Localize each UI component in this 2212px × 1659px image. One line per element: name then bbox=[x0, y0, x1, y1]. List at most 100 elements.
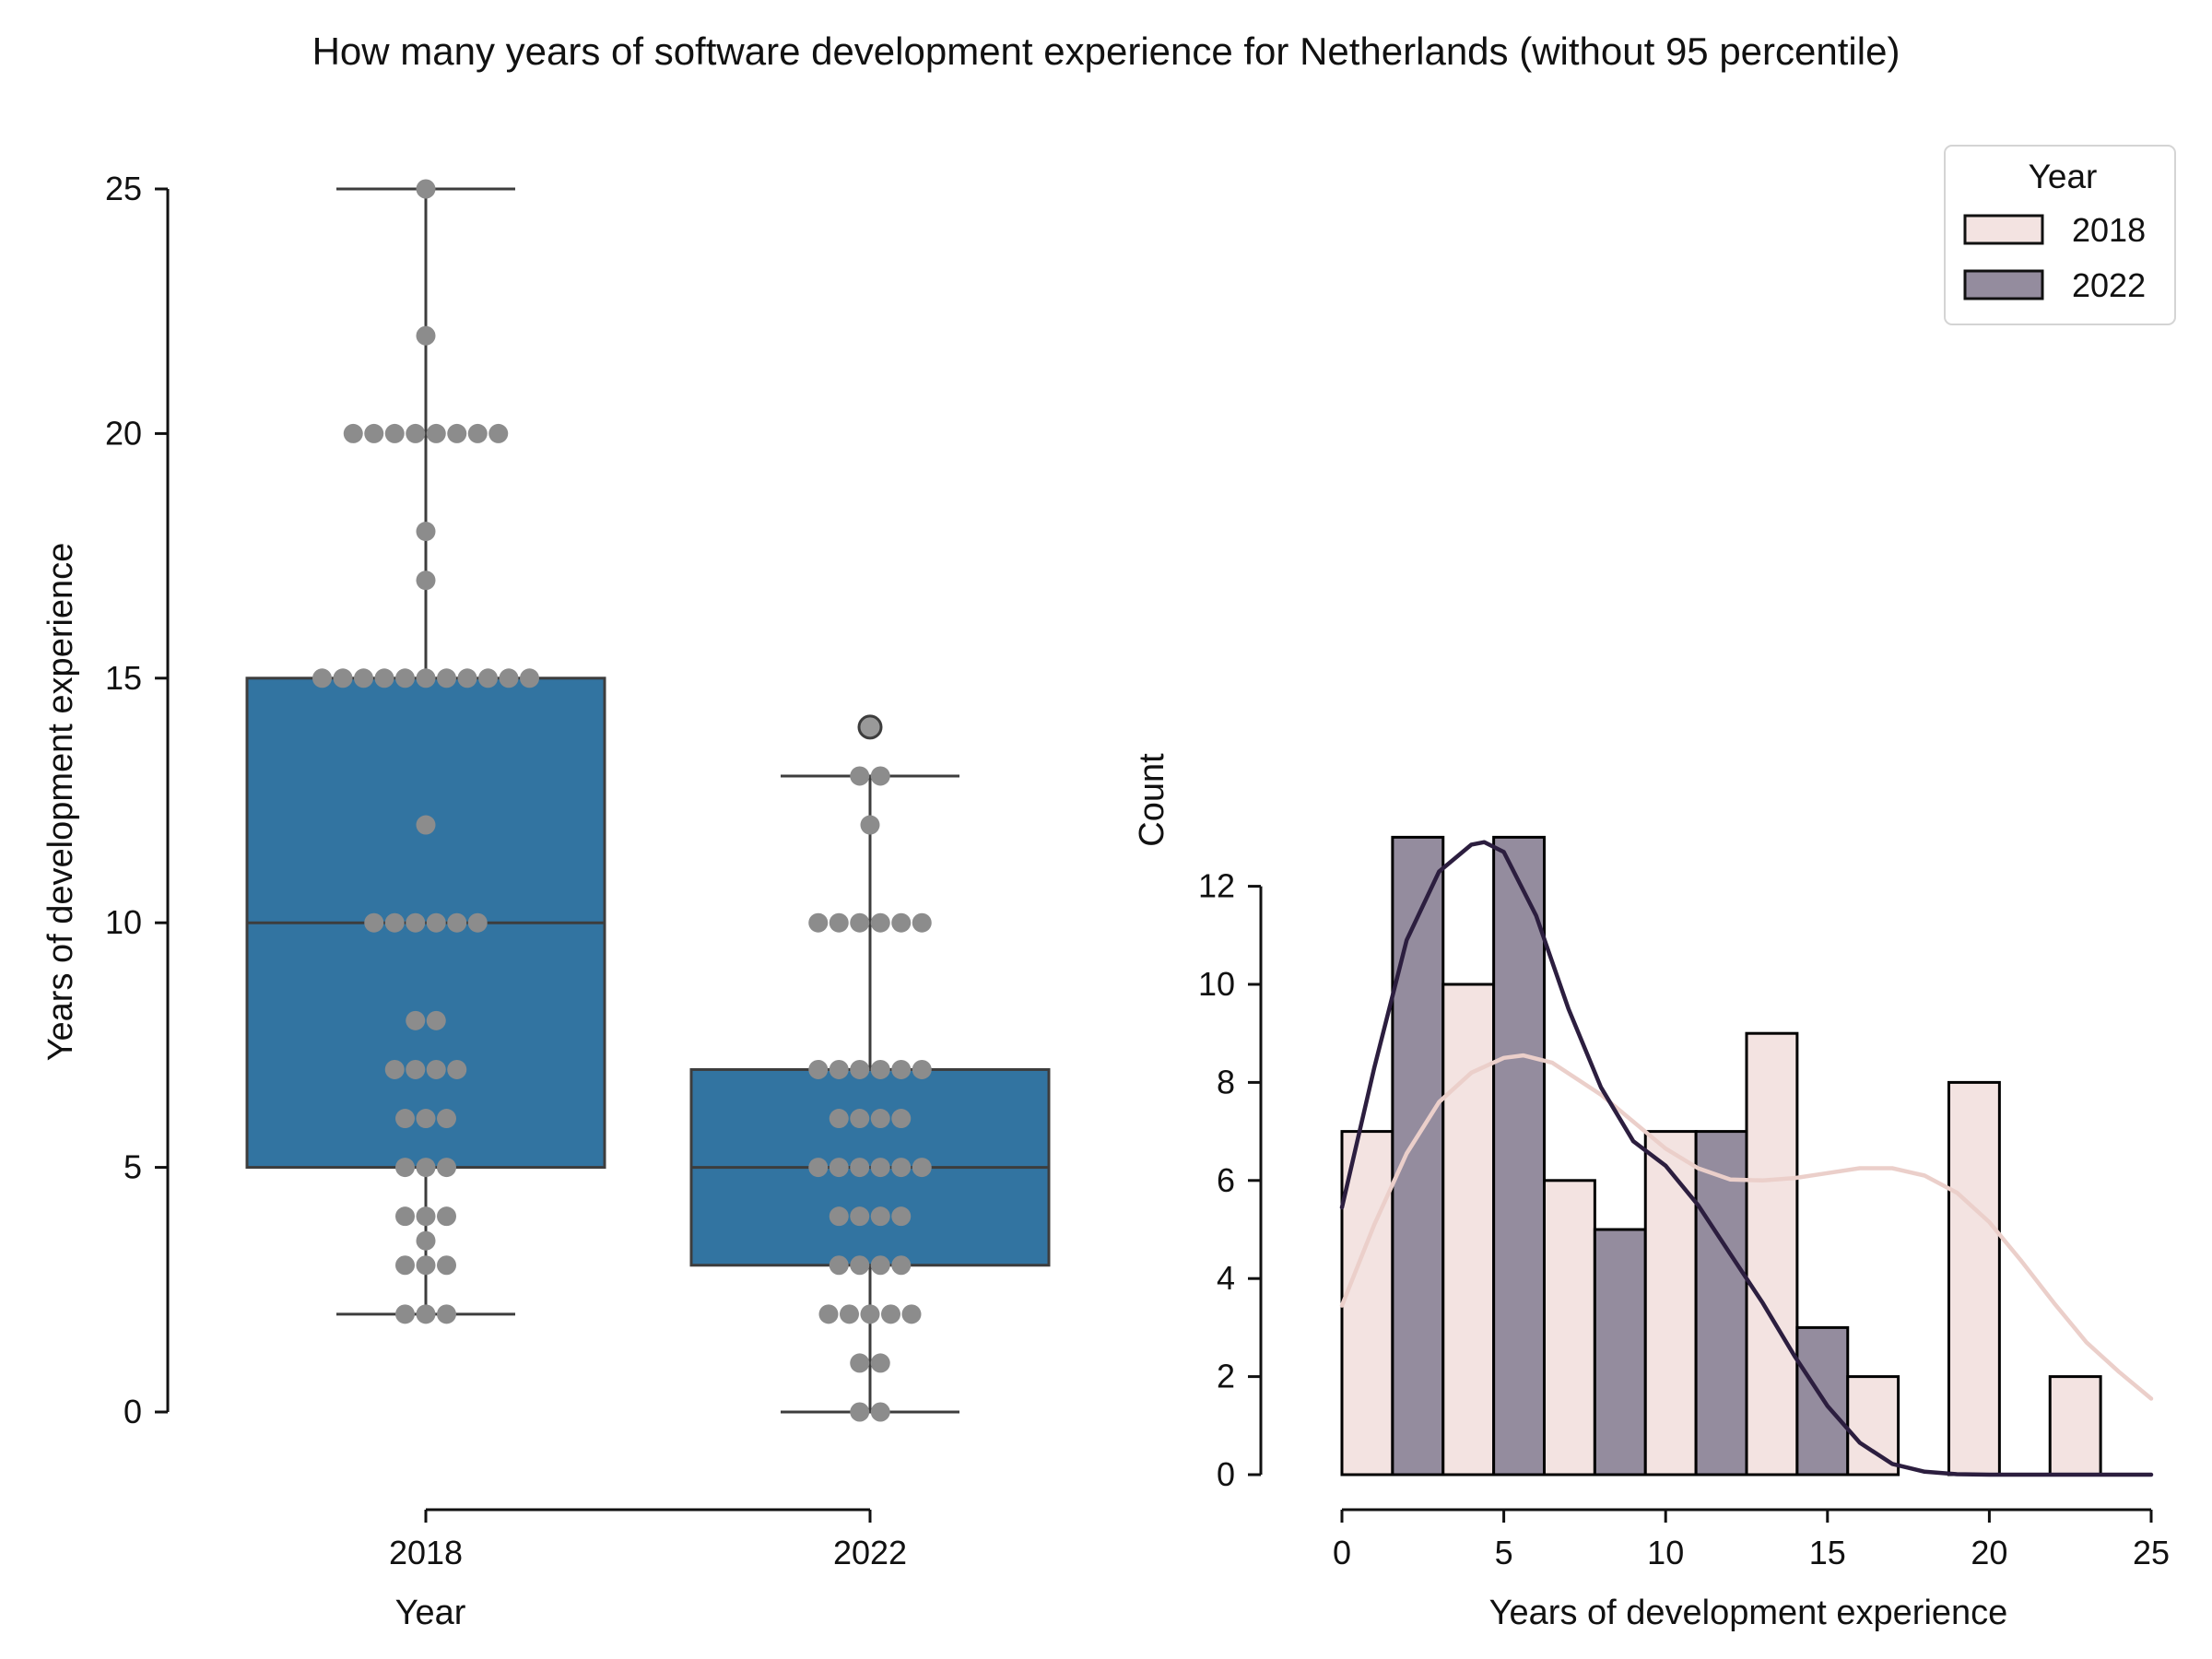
boxplot-y-tick-label: 15 bbox=[105, 659, 142, 697]
swarm-point-2018 bbox=[395, 1109, 415, 1129]
boxplot-x-tick-label: 2018 bbox=[389, 1534, 463, 1571]
histogram-legend: Year 2018 2022 bbox=[1944, 145, 2176, 325]
swarm-point-2022 bbox=[850, 1206, 870, 1227]
swarm-point-2018 bbox=[416, 325, 436, 346]
swarm-point-2018 bbox=[395, 1304, 415, 1324]
swarm-point-2018 bbox=[395, 1206, 415, 1227]
hist-bar-2018 bbox=[1846, 1375, 1900, 1477]
swarm-point-2018 bbox=[364, 912, 384, 933]
histogram-y-tick-label: 8 bbox=[1217, 1063, 1235, 1100]
histogram-y-tick-label: 6 bbox=[1217, 1161, 1235, 1199]
boxplot-x-axis: 2018 2022 bbox=[389, 1508, 907, 1571]
swarm-point-2018 bbox=[426, 1010, 446, 1030]
swarm-point-2022 bbox=[808, 912, 829, 933]
swarm-point-2018 bbox=[406, 423, 426, 443]
kde-line-2018 bbox=[1339, 1053, 2154, 1401]
hist-bar-2018 bbox=[1643, 1130, 1698, 1477]
histogram-y-tick-label: 4 bbox=[1217, 1259, 1235, 1297]
swarm-point-2022 bbox=[870, 1206, 890, 1227]
swarm-point-2022 bbox=[808, 1158, 829, 1178]
swarm-point-2022 bbox=[912, 912, 932, 933]
swarm-point-2018 bbox=[406, 1059, 426, 1079]
swarm-point-2022 bbox=[870, 1158, 890, 1178]
boxplot-boxes bbox=[245, 187, 1051, 1414]
kde-line-2022 bbox=[1339, 840, 2154, 1477]
histogram-y-label: Count bbox=[1133, 753, 1171, 847]
swarm-point-2018 bbox=[478, 668, 498, 688]
boxplot-y-label: Years of development experience bbox=[41, 543, 80, 1062]
boxplot-y-tick-label: 10 bbox=[105, 903, 142, 941]
hist-bar-2018 bbox=[1543, 1179, 1596, 1477]
swarm-point-2022 bbox=[891, 912, 912, 933]
swarm-point-2018 bbox=[426, 1059, 446, 1079]
swarm-point-2018 bbox=[354, 668, 373, 688]
histogram-y-tick-label: 2 bbox=[1217, 1358, 1235, 1395]
figure-title: How many years of software development e… bbox=[312, 29, 1900, 73]
swarm-point-2022 bbox=[870, 1255, 890, 1276]
swarm-point-2018 bbox=[447, 1059, 467, 1079]
histogram-bars bbox=[1340, 835, 2102, 1477]
swarm-point-2018 bbox=[426, 423, 446, 443]
hist-bar-2018 bbox=[1745, 1031, 1799, 1477]
swarm-point-2018 bbox=[467, 423, 488, 443]
swarm-point-2018 bbox=[437, 1109, 456, 1129]
histogram-x-tick-label: 5 bbox=[1495, 1534, 1513, 1571]
swarm-point-2022 bbox=[829, 1206, 849, 1227]
swarm-point-2022 bbox=[870, 912, 890, 933]
swarm-point-2022 bbox=[881, 1304, 900, 1324]
swarm-point-2018 bbox=[416, 522, 436, 542]
swarm-point-2018 bbox=[437, 668, 456, 688]
swarm-point-2018 bbox=[437, 1255, 456, 1276]
swarm-point-2018 bbox=[384, 423, 405, 443]
swarm-point-2022 bbox=[840, 1304, 859, 1324]
swarm-point-2018 bbox=[416, 1206, 436, 1227]
swarm-point-2018 bbox=[447, 423, 467, 443]
swarm-point-2022 bbox=[818, 1304, 839, 1324]
swarm-point-2018 bbox=[395, 668, 415, 688]
swarm-point-2018 bbox=[488, 423, 509, 443]
swarm-point-2022 bbox=[850, 766, 870, 786]
swarm-point-2022 bbox=[850, 1255, 870, 1276]
histogram-panel: 0 2 4 6 8 10 12 0 5 10 15 20 25 Years of developmen… bbox=[1133, 145, 2176, 1632]
hist-bar-2018 bbox=[2048, 1375, 2102, 1477]
swarm-point-2022 bbox=[912, 1158, 932, 1178]
swarm-point-2022 bbox=[901, 1304, 922, 1324]
swarm-point-2018 bbox=[384, 1059, 405, 1079]
histogram-y-tick-label: 10 bbox=[1198, 965, 1235, 1003]
histogram-x-tick-label: 10 bbox=[1647, 1534, 1684, 1571]
legend-label-2018: 2018 bbox=[2072, 211, 2146, 249]
hist-bar-2022 bbox=[1593, 1228, 1647, 1477]
histogram-y-tick-label: 0 bbox=[1217, 1455, 1235, 1493]
swarm-point-2018 bbox=[374, 668, 394, 688]
boxplot-y-tick-label: 5 bbox=[124, 1148, 142, 1186]
swarm-point-2022 bbox=[850, 1158, 870, 1178]
swarm-point-2022 bbox=[891, 1255, 912, 1276]
swarm-point-2022 bbox=[870, 1402, 890, 1422]
swarm-point-2018 bbox=[457, 668, 477, 688]
histogram-x-tick-label: 0 bbox=[1333, 1534, 1351, 1571]
swarm-point-2018 bbox=[416, 1255, 436, 1276]
swarm-point-2022 bbox=[808, 1059, 829, 1079]
swarm-point-2018 bbox=[395, 1255, 415, 1276]
swarm-point-2018 bbox=[416, 668, 436, 688]
boxplot-y-tick-label: 0 bbox=[124, 1393, 142, 1430]
swarm-point-2022 bbox=[860, 815, 880, 835]
swarm-point-2018 bbox=[416, 1109, 436, 1129]
swarm-point-2022 bbox=[891, 1206, 912, 1227]
swarm-point-2018 bbox=[416, 1158, 436, 1178]
swarm-point-2018 bbox=[499, 668, 519, 688]
boxplot-x-label: Year bbox=[395, 1594, 466, 1632]
swarm-point-2022 bbox=[860, 1304, 880, 1324]
swarm-point-2022 bbox=[829, 1109, 849, 1129]
swarm-point-2022 bbox=[829, 912, 849, 933]
swarm-point-2018 bbox=[333, 668, 353, 688]
hist-bar-2018 bbox=[1947, 1080, 2001, 1477]
legend-swatch-2018 bbox=[1963, 214, 2044, 245]
swarm-point-2018 bbox=[416, 1304, 436, 1324]
legend-title: Year bbox=[2029, 158, 2098, 195]
swarm-point-2018 bbox=[426, 912, 446, 933]
swarm-point-2022 bbox=[829, 1059, 849, 1079]
hist-bar-2022 bbox=[1391, 835, 1445, 1477]
swarm-point-2018 bbox=[312, 668, 332, 688]
swarm-point-2018 bbox=[343, 423, 363, 443]
